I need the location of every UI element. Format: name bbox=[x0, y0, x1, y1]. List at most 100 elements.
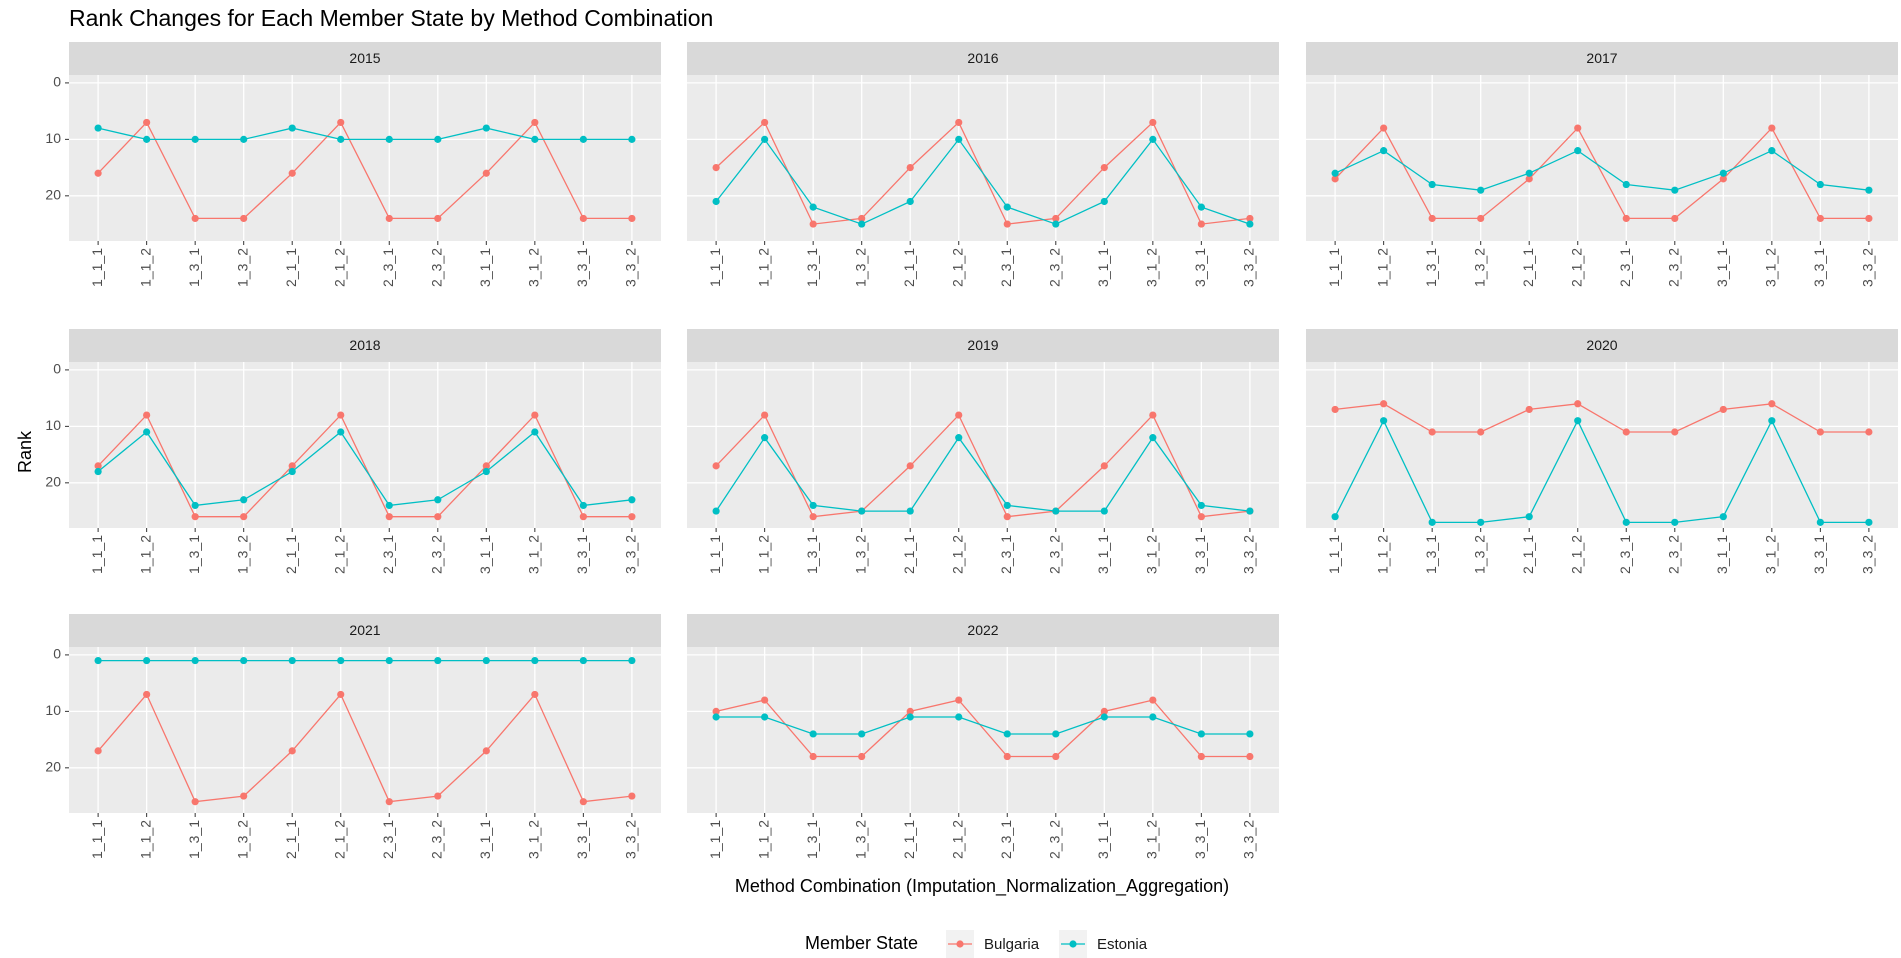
point bbox=[482, 467, 490, 476]
point bbox=[240, 214, 248, 223]
point bbox=[94, 124, 102, 132]
x-tick-label: 2_1_2 bbox=[1568, 535, 1584, 574]
point bbox=[1246, 730, 1254, 738]
point bbox=[1003, 203, 1011, 211]
y-tick-label: 20 bbox=[45, 759, 61, 775]
point bbox=[288, 747, 296, 755]
point bbox=[858, 507, 866, 515]
x-tick-label: 3_1_1 bbox=[1714, 248, 1730, 287]
point bbox=[482, 462, 490, 470]
point bbox=[94, 747, 102, 755]
legend-marker bbox=[956, 940, 964, 948]
x-tick-label: 1_3_1 bbox=[186, 820, 202, 859]
point bbox=[482, 656, 490, 665]
point bbox=[628, 214, 636, 223]
point bbox=[1719, 405, 1727, 414]
point bbox=[143, 118, 151, 127]
point bbox=[579, 656, 587, 665]
point bbox=[191, 135, 199, 143]
point bbox=[906, 163, 914, 172]
x-tick-label: 3_1_1 bbox=[1095, 820, 1111, 859]
x-tick-label: 3_1_1 bbox=[1095, 535, 1111, 574]
point bbox=[434, 656, 442, 665]
series-line bbox=[1334, 149, 1869, 191]
x-tick-label: 3_3_1 bbox=[574, 535, 590, 574]
point bbox=[906, 713, 914, 721]
panel bbox=[1306, 75, 1898, 241]
x-tick-label: 1_3_1 bbox=[804, 248, 820, 287]
point bbox=[1816, 518, 1824, 526]
y-tick-label: 20 bbox=[45, 187, 61, 203]
point bbox=[761, 135, 769, 143]
y-tick-label: 0 bbox=[53, 361, 61, 377]
point bbox=[1052, 752, 1060, 761]
point bbox=[712, 163, 720, 172]
point bbox=[94, 467, 102, 476]
x-tick-label: 1_1_2 bbox=[137, 535, 153, 574]
strip bbox=[687, 329, 1279, 362]
x-tick-label: 2_3_1 bbox=[380, 820, 396, 859]
x-tick-label: 1_1_1 bbox=[707, 248, 723, 287]
point bbox=[240, 496, 248, 504]
point bbox=[1003, 513, 1011, 521]
point bbox=[1052, 730, 1060, 738]
point bbox=[1052, 507, 1060, 515]
point bbox=[1149, 411, 1157, 419]
point bbox=[143, 411, 151, 419]
panel bbox=[687, 75, 1279, 241]
x-tick-label: 2_3_2 bbox=[1046, 248, 1062, 287]
point bbox=[1719, 175, 1727, 183]
x-tick-label: 2_1_2 bbox=[331, 248, 347, 287]
point bbox=[579, 501, 587, 510]
x-tick-label: 2_3_2 bbox=[428, 535, 444, 574]
point bbox=[579, 798, 587, 806]
x-tick-label: 1_1_2 bbox=[755, 248, 771, 287]
x-axis-label: Method Combination (Imputation_Normaliza… bbox=[735, 876, 1229, 897]
x-tick-label: 3_1_2 bbox=[526, 535, 542, 574]
point bbox=[906, 507, 914, 515]
point bbox=[434, 513, 442, 521]
point bbox=[1719, 169, 1727, 177]
x-tick-label: 1_3_1 bbox=[186, 248, 202, 287]
series-line bbox=[716, 716, 1250, 735]
x-tick-label: 3_3_1 bbox=[574, 248, 590, 287]
x-tick-label: 2_3_2 bbox=[1046, 535, 1062, 574]
point bbox=[1380, 147, 1388, 155]
point bbox=[288, 467, 296, 476]
facet-title: 2019 bbox=[967, 337, 998, 353]
point bbox=[858, 214, 866, 223]
x-tick-label: 2_3_1 bbox=[380, 248, 396, 287]
point bbox=[1246, 214, 1254, 223]
panel bbox=[1306, 362, 1898, 528]
facet-title: 2021 bbox=[349, 622, 380, 638]
point bbox=[1380, 400, 1388, 408]
x-tick-label: 2_3_2 bbox=[1665, 248, 1681, 287]
point bbox=[1525, 175, 1533, 183]
point bbox=[1052, 220, 1060, 228]
point bbox=[1477, 518, 1485, 526]
point bbox=[94, 169, 102, 177]
x-tick-label: 3_1_2 bbox=[1144, 820, 1160, 859]
x-tick-label: 3_1_1 bbox=[477, 820, 493, 859]
x-tick-label: 3_3_1 bbox=[574, 820, 590, 859]
series-line bbox=[97, 121, 632, 220]
y-tick-label: 20 bbox=[45, 474, 61, 490]
point bbox=[531, 135, 539, 143]
facet-title: 2020 bbox=[1586, 337, 1617, 353]
x-tick-label: 3_3_2 bbox=[1241, 248, 1257, 287]
legend-title: Member State bbox=[805, 933, 918, 953]
panel bbox=[69, 75, 661, 241]
x-tick-label: 1_3_2 bbox=[234, 248, 250, 287]
x-tick-label: 1_3_2 bbox=[852, 248, 868, 287]
x-tick-label: 3_1_1 bbox=[1095, 248, 1111, 287]
point bbox=[434, 214, 442, 223]
x-tick-label: 2_3_1 bbox=[998, 248, 1014, 287]
point bbox=[906, 197, 914, 206]
point bbox=[1100, 707, 1108, 715]
x-tick-label: 3_1_2 bbox=[1144, 248, 1160, 287]
point bbox=[482, 747, 490, 755]
point bbox=[385, 513, 393, 521]
point bbox=[628, 496, 636, 504]
x-tick-label: 3_3_1 bbox=[1192, 820, 1208, 859]
point bbox=[240, 656, 248, 665]
